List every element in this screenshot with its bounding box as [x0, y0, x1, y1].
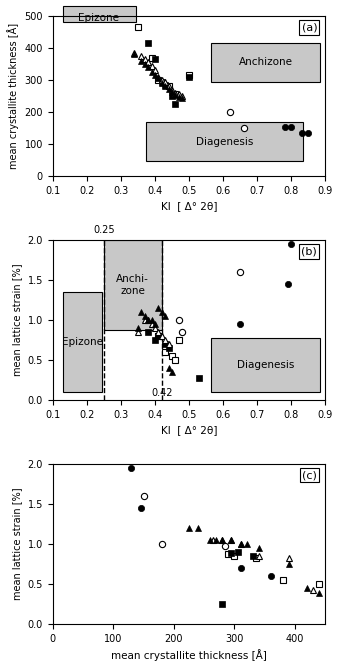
- Text: Anchizone: Anchizone: [239, 57, 293, 67]
- Text: Diagenesis: Diagenesis: [237, 360, 294, 370]
- X-axis label: KI  [ Δ° 2θ]: KI [ Δ° 2θ]: [161, 426, 217, 436]
- Bar: [63, 292, 102, 392]
- Bar: [211, 43, 320, 81]
- Text: Anchi-
zone: Anchi- zone: [116, 274, 149, 295]
- Y-axis label: mean crystallite thickness [Å]: mean crystallite thickness [Å]: [7, 23, 19, 169]
- Bar: [63, 7, 136, 23]
- Text: Diagenesis: Diagenesis: [196, 136, 254, 146]
- X-axis label: mean crystallite thickness [Å]: mean crystallite thickness [Å]: [111, 649, 267, 661]
- Bar: [211, 337, 320, 392]
- Y-axis label: mean lattice strain [%]: mean lattice strain [%]: [12, 488, 22, 600]
- Text: 0.25: 0.25: [93, 225, 115, 235]
- Text: (a): (a): [302, 23, 317, 33]
- Y-axis label: mean lattice strain [%]: mean lattice strain [%]: [12, 264, 22, 376]
- Text: (c): (c): [302, 470, 317, 480]
- Text: Epizone: Epizone: [78, 13, 119, 23]
- Bar: [147, 122, 303, 161]
- X-axis label: KI  [ Δ° 2θ]: KI [ Δ° 2θ]: [161, 202, 217, 212]
- Text: 0.42: 0.42: [151, 388, 172, 398]
- Text: (b): (b): [302, 246, 317, 257]
- Bar: [104, 240, 162, 329]
- Text: Epizone: Epizone: [62, 337, 103, 347]
